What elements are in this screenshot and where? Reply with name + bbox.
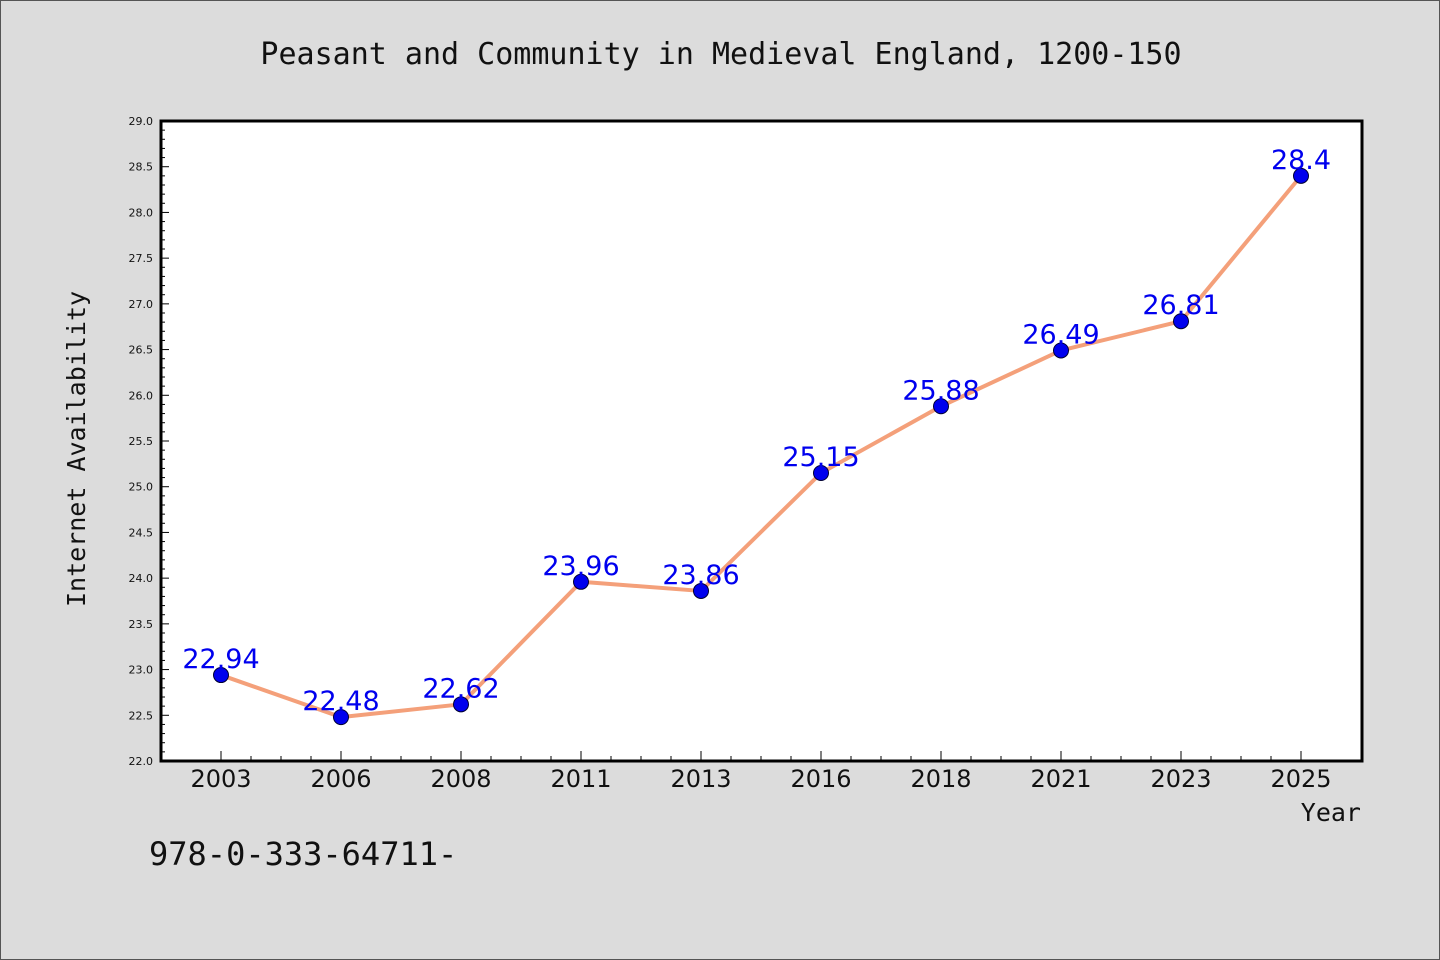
y-tick-label: 22.5: [129, 709, 154, 722]
y-tick-label: 22.0: [129, 755, 154, 768]
x-tick-label: 2025: [1270, 765, 1331, 793]
data-label: 22.62: [422, 673, 499, 704]
data-label: 26.81: [1142, 290, 1219, 321]
chart-title: Peasant and Community in Medieval Englan…: [260, 37, 1181, 72]
x-tick-label: 2003: [190, 765, 251, 793]
y-axis: 22.0 22.5 23.0 23.5 24.0 24.5 25.0 25.5 26.0 26.5…: [129, 115, 169, 768]
y-axis-label: Internet Availability: [62, 291, 91, 607]
x-tick-label: 2008: [430, 765, 491, 793]
data-points: [213, 167, 1309, 726]
y-tick-label: 23.0: [129, 664, 154, 677]
y-tick-label: 26.5: [129, 344, 154, 357]
data-label: 26.49: [1022, 319, 1099, 350]
y-tick-label: 26.0: [129, 389, 154, 402]
y-tick-label: 25.5: [129, 435, 154, 448]
data-point: [453, 696, 469, 713]
x-tick-label: 2013: [670, 765, 731, 793]
y-tick-label: 24.5: [129, 526, 154, 539]
y-tick-label: 28.5: [129, 161, 154, 174]
x-tick-label: 2016: [790, 765, 851, 793]
data-point: [333, 709, 349, 726]
data-label: 22.48: [302, 686, 379, 717]
y-tick-label: 28.0: [129, 206, 154, 219]
data-label: 22.94: [182, 644, 259, 675]
y-tick-label: 25.0: [129, 481, 154, 494]
data-point: [693, 582, 709, 599]
x-axis-label: Year: [1301, 798, 1361, 827]
x-tick-label: 2021: [1030, 765, 1091, 793]
x-axis: 2003 2006 2008 2011 2013 2016 2018 2021 2023 2025: [190, 751, 1332, 793]
data-point: [1173, 313, 1189, 330]
isbn-text: 978-0-333-64711-: [149, 835, 457, 873]
data-label: 23.96: [542, 551, 619, 582]
data-point: [573, 573, 589, 590]
plot-area: [159, 119, 1364, 763]
series-line: [220, 174, 1303, 720]
y-tick-label: 24.0: [129, 572, 154, 585]
data-label: 28.4: [1271, 145, 1331, 176]
y-tick-label: 23.5: [129, 618, 154, 631]
y-tick-label: 27.0: [129, 298, 154, 311]
data-point: [213, 667, 229, 684]
y-tick-label: 29.0: [129, 115, 154, 128]
data-point: [813, 465, 829, 481]
data-label: 25.15: [782, 442, 859, 473]
data-point: [933, 398, 949, 415]
y-tick-label: 27.5: [129, 252, 154, 265]
x-tick-label: 2018: [910, 765, 971, 793]
data-label: 25.88: [902, 375, 979, 406]
data-point: [1053, 342, 1069, 359]
x-tick-label: 2023: [1150, 765, 1211, 793]
data-point: [1293, 167, 1309, 184]
data-labels: 22.94 22.48 22.62 23.96 23.86 25.15 25.88 26.49…: [182, 145, 1331, 717]
x-tick-label: 2011: [550, 765, 611, 793]
x-tick-label: 2006: [310, 765, 371, 793]
data-label: 23.86: [662, 560, 739, 591]
